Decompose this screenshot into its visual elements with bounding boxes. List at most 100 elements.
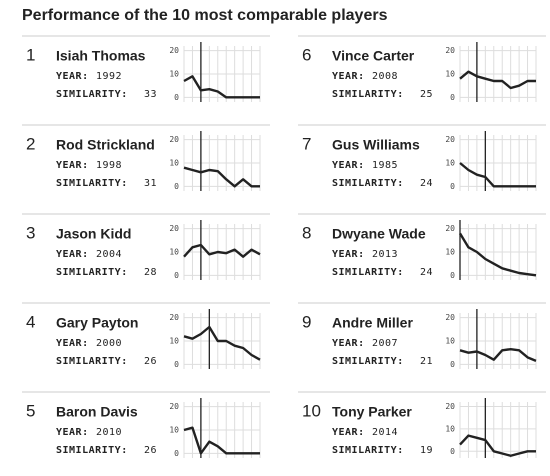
year-value: 2007 xyxy=(372,338,398,349)
year-label: YEAR: xyxy=(56,338,89,349)
rank: 3 xyxy=(26,223,35,242)
y-tick-label: 0 xyxy=(174,182,179,191)
y-tick-label: 20 xyxy=(169,224,179,233)
y-tick-label: 10 xyxy=(169,159,179,168)
y-tick-label: 10 xyxy=(169,426,179,435)
series-line xyxy=(459,434,536,457)
y-tick-label: 20 xyxy=(445,224,455,233)
series-line xyxy=(458,232,537,277)
rank: 1 xyxy=(26,45,35,64)
rank: 7 xyxy=(302,134,311,153)
rank: 4 xyxy=(26,312,35,331)
y-tick-label: 10 xyxy=(445,70,455,79)
y-tick-label: 0 xyxy=(174,271,179,280)
similarity-label: SIMILARITY: xyxy=(332,178,404,189)
similarity-label: SIMILARITY: xyxy=(332,267,404,278)
year-value: 2004 xyxy=(96,249,122,260)
y-tick-label: 20 xyxy=(445,135,455,144)
y-tick-label: 0 xyxy=(450,447,455,456)
series-line xyxy=(459,70,536,90)
player-name: Gus Williams xyxy=(332,137,420,153)
y-tick-label: 10 xyxy=(169,70,179,79)
series-line xyxy=(183,243,261,258)
similarity-label: SIMILARITY: xyxy=(56,267,128,278)
similarity-value: 24 xyxy=(420,267,433,278)
similarity-value: 31 xyxy=(144,178,157,189)
similarity-value: 33 xyxy=(144,89,157,100)
year-label: YEAR: xyxy=(332,427,365,438)
y-tick-label: 20 xyxy=(445,313,455,322)
similarity-value: 24 xyxy=(420,178,433,189)
y-tick-label: 0 xyxy=(174,93,179,102)
player-name: Jason Kidd xyxy=(56,226,131,242)
similarity-value: 26 xyxy=(144,445,157,456)
series-line xyxy=(183,325,261,361)
y-tick-label: 10 xyxy=(169,337,179,346)
year-label: YEAR: xyxy=(56,427,89,438)
y-tick-label: 0 xyxy=(450,360,455,369)
rank: 10 xyxy=(302,401,321,420)
similarity-label: SIMILARITY: xyxy=(56,445,128,456)
y-tick-label: 20 xyxy=(445,46,455,55)
similarity-value: 26 xyxy=(144,356,157,367)
y-tick-label: 0 xyxy=(450,182,455,191)
similarity-label: SIMILARITY: xyxy=(56,89,128,100)
player-name: Tony Parker xyxy=(332,404,412,420)
y-tick-label: 10 xyxy=(445,337,455,346)
y-tick-label: 20 xyxy=(169,402,179,411)
similarity-label: SIMILARITY: xyxy=(332,89,404,100)
year-label: YEAR: xyxy=(56,249,89,260)
y-tick-label: 0 xyxy=(174,449,179,458)
similarity-label: SIMILARITY: xyxy=(332,356,404,367)
y-tick-label: 0 xyxy=(174,360,179,369)
y-tick-label: 20 xyxy=(445,402,455,411)
similarity-label: SIMILARITY: xyxy=(332,445,404,456)
series-line xyxy=(459,347,537,362)
year-value: 1985 xyxy=(372,160,398,171)
y-tick-label: 10 xyxy=(169,248,179,257)
series-line xyxy=(183,426,260,455)
y-tick-label: 20 xyxy=(169,313,179,322)
series-line xyxy=(183,166,260,188)
y-tick-label: 20 xyxy=(169,135,179,144)
player-name: Isiah Thomas xyxy=(56,48,146,64)
year-label: YEAR: xyxy=(56,160,89,171)
y-tick-label: 0 xyxy=(450,93,455,102)
year-value: 2013 xyxy=(372,249,398,260)
player-name: Vince Carter xyxy=(332,48,415,64)
year-value: 2008 xyxy=(372,71,398,82)
rank: 5 xyxy=(26,401,35,420)
similarity-label: SIMILARITY: xyxy=(56,356,128,367)
year-value: 2014 xyxy=(372,427,398,438)
year-value: 1998 xyxy=(96,160,122,171)
year-label: YEAR: xyxy=(332,338,365,349)
year-value: 2010 xyxy=(96,427,122,438)
year-label: YEAR: xyxy=(332,71,365,82)
year-label: YEAR: xyxy=(56,71,89,82)
y-tick-label: 20 xyxy=(169,46,179,55)
similarity-label: SIMILARITY: xyxy=(56,178,128,189)
player-name: Dwyane Wade xyxy=(332,226,426,242)
player-name: Andre Miller xyxy=(332,315,413,331)
series-line xyxy=(459,162,536,188)
y-tick-label: 10 xyxy=(445,248,455,257)
year-value: 2000 xyxy=(96,338,122,349)
page-title: Performance of the 10 most comparable pl… xyxy=(22,7,388,24)
rank: 8 xyxy=(302,223,311,242)
player-name: Rod Strickland xyxy=(56,137,155,153)
year-value: 1992 xyxy=(96,71,122,82)
series-line xyxy=(183,75,260,99)
similarity-value: 28 xyxy=(144,267,157,278)
similarity-value: 25 xyxy=(420,89,433,100)
rank: 2 xyxy=(26,134,35,153)
y-tick-label: 10 xyxy=(445,424,455,433)
similarity-value: 19 xyxy=(420,445,433,456)
rank: 9 xyxy=(302,312,311,331)
rank: 6 xyxy=(302,45,311,64)
player-name: Gary Payton xyxy=(56,315,138,331)
year-label: YEAR: xyxy=(332,249,365,260)
y-tick-label: 0 xyxy=(450,271,455,280)
player-name: Baron Davis xyxy=(56,404,138,420)
similarity-value: 21 xyxy=(420,356,433,367)
